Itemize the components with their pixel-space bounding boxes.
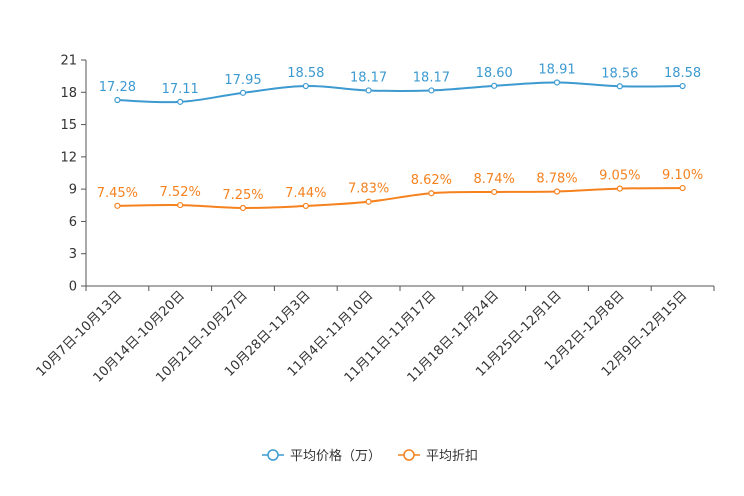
legend-price-marker-icon — [267, 449, 279, 461]
chart-series-layer: 17.28 17.11 17.95 18.58 18.17 18.17 18.60 18.91… — [97, 62, 703, 212]
data-point — [616, 185, 623, 192]
chart-legend[interactable]: 平均价格（万） 平均折扣 — [262, 448, 478, 464]
data-point — [239, 204, 247, 212]
series-line-0 — [117, 81, 683, 104]
data-label: 17.28 — [99, 80, 136, 95]
data-point — [177, 201, 184, 209]
y-tick-label: 18 — [60, 86, 77, 101]
data-label: 8.78% — [536, 172, 577, 187]
data-point — [679, 82, 686, 90]
data-label: 17.11 — [162, 82, 199, 97]
data-point — [616, 83, 623, 90]
data-point — [302, 202, 309, 210]
data-label: 17.95 — [224, 73, 261, 88]
legend-discount-label: 平均折扣 — [426, 449, 478, 464]
data-point — [428, 190, 435, 197]
data-point — [365, 87, 372, 94]
data-point — [491, 188, 498, 196]
series-line-1 — [117, 187, 683, 209]
data-label: 7.83% — [348, 182, 389, 197]
data-label: 7.25% — [222, 188, 263, 203]
data-label: 18.91 — [538, 62, 575, 77]
y-tick-label: 6 — [69, 215, 77, 230]
data-point — [428, 87, 435, 94]
data-point — [302, 82, 309, 90]
data-label: 18.17 — [413, 70, 450, 85]
data-label: 18.56 — [601, 66, 638, 81]
data-label: 18.58 — [287, 66, 324, 81]
data-point — [491, 82, 498, 89]
data-label: 8.74% — [474, 172, 515, 187]
data-label: 18.58 — [664, 66, 701, 81]
y-tick-label: 0 — [69, 280, 77, 295]
data-point — [365, 198, 372, 205]
data-point — [114, 202, 121, 209]
y-tick-label: 12 — [60, 150, 77, 165]
data-point — [679, 184, 686, 192]
y-tick-label: 9 — [69, 183, 77, 198]
legend-discount-marker-icon — [403, 449, 415, 461]
chart-axes: 03691215182110月7日-10月13日10月14日-10月20日10月… — [34, 54, 715, 386]
data-label: 18.60 — [476, 66, 513, 81]
y-tick-label: 15 — [60, 118, 77, 133]
data-label: 9.05% — [599, 169, 640, 184]
legend-item-price[interactable]: 平均价格（万） — [262, 448, 381, 464]
data-point — [553, 188, 561, 195]
legend-price-label: 平均价格（万） — [290, 448, 381, 464]
y-tick-label: 21 — [60, 54, 77, 69]
data-point — [553, 79, 561, 86]
data-point — [114, 96, 121, 104]
data-label: 8.62% — [411, 173, 452, 188]
legend-item-discount[interactable]: 平均折扣 — [398, 449, 478, 464]
data-label: 7.45% — [97, 186, 138, 201]
data-label: 7.52% — [160, 185, 201, 200]
data-point — [239, 89, 247, 96]
data-label: 18.17 — [350, 70, 387, 85]
data-point — [177, 98, 184, 105]
data-label: 7.44% — [285, 186, 326, 201]
y-tick-label: 3 — [69, 247, 77, 262]
data-label: 9.10% — [662, 168, 703, 183]
